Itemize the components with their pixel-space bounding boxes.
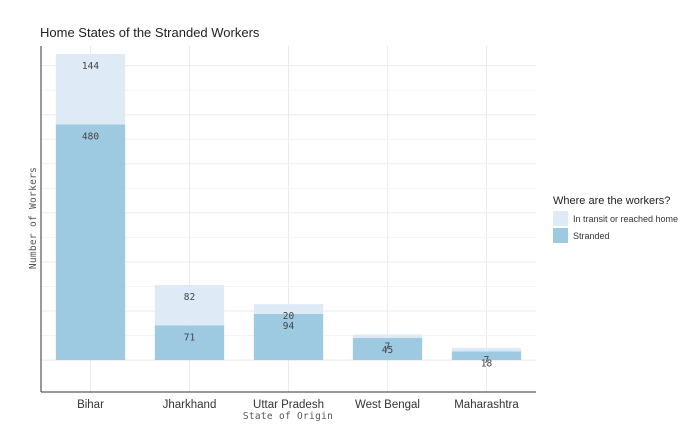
legend-swatch — [553, 228, 568, 243]
data-label-in-transit-or-reached-home: 144 — [82, 61, 99, 72]
x-tick-label: Maharashtra — [454, 399, 519, 411]
data-label-stranded: 94 — [283, 321, 295, 332]
bar-stranded-jharkhand — [154, 325, 225, 361]
bars — [55, 53, 522, 361]
bar-in-transit-or-reached-home-west-bengal — [352, 334, 423, 339]
bar-stranded-bihar — [55, 124, 126, 361]
x-tick-label: Uttar Pradesh — [253, 399, 324, 411]
legend-title: Where are the workers? — [553, 195, 670, 207]
data-label-in-transit-or-reached-home: 7 — [484, 355, 490, 366]
x-axis-label: State of Origin — [243, 411, 333, 422]
bar-in-transit-or-reached-home-bihar — [55, 53, 126, 125]
bar-stranded-uttar-pradesh — [253, 313, 324, 361]
data-label-stranded: 18 — [481, 358, 493, 369]
legend: Where are the workers? In transit or rea… — [553, 195, 678, 243]
x-tick-label: West Bengal — [355, 399, 420, 411]
legend-label: In transit or reached home — [573, 214, 678, 224]
bar-in-transit-or-reached-home-uttar-pradesh — [253, 304, 324, 314]
bar-in-transit-or-reached-home-maharashtra — [451, 347, 522, 352]
y-axis-label: Number of Workers — [28, 167, 39, 269]
data-label-in-transit-or-reached-home: 7 — [385, 342, 391, 353]
data-label-in-transit-or-reached-home: 20 — [283, 311, 295, 322]
bar-stranded-maharashtra — [451, 351, 522, 361]
data-label-in-transit-or-reached-home: 82 — [184, 292, 195, 303]
x-tick-label: Bihar — [77, 399, 104, 411]
x-tick-labels: Bihar Jharkhand Uttar Pradesh West Bengal Ma… — [77, 399, 519, 411]
chart-title: Home States of the Stranded Workers — [40, 25, 260, 40]
bar-stranded-west-bengal — [352, 338, 423, 361]
legend-swatch — [553, 211, 568, 226]
x-tick-label: Jharkhand — [163, 399, 217, 411]
data-label-stranded: 45 — [382, 345, 393, 356]
bar-in-transit-or-reached-home-jharkhand — [154, 285, 225, 326]
data-label-stranded: 71 — [184, 332, 196, 343]
legend-label: Stranded — [573, 231, 610, 241]
data-label-stranded: 480 — [82, 132, 99, 143]
